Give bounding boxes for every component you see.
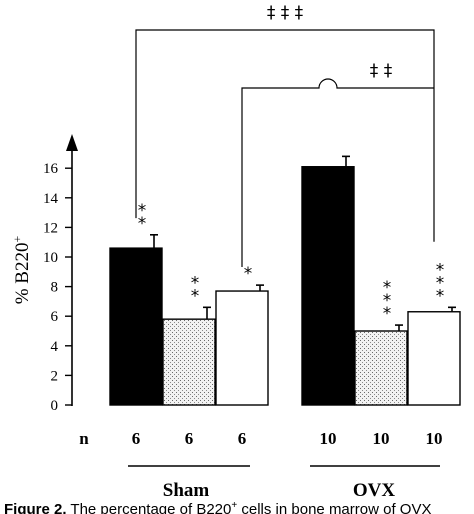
significance-mark: *: [191, 286, 200, 306]
group-label-ovx: OVX: [353, 480, 396, 501]
figure-caption: Figure 2. The percentage of B220+ cells …: [4, 500, 431, 514]
bracket-group: ‡ ‡ ‡ ‡ ‡: [135, 3, 435, 268]
significance-mark: *: [191, 273, 200, 293]
significance-mark: *: [436, 286, 445, 306]
n-value-group: 6 6 6 10 10 10: [132, 429, 443, 448]
bar-ovx-2: [354, 330, 408, 406]
n-value: 10: [426, 429, 443, 448]
caption-sup: +: [231, 500, 237, 511]
n-value: 10: [320, 429, 337, 448]
bar-ovx-3: [407, 311, 461, 406]
caption-text-post: cells in bone marrow of OVX: [237, 501, 431, 514]
y-tick-label: 8: [51, 280, 59, 296]
significance-mark: *: [383, 304, 392, 324]
caption-prefix: Figure 2.: [4, 501, 67, 514]
y-axis-label: % B220+: [10, 236, 33, 305]
significance-mark: *: [383, 291, 392, 311]
significance-mark: *: [436, 273, 445, 293]
y-tick-label: 2: [51, 368, 59, 384]
y-tick-label: 10: [43, 250, 58, 266]
significance-mark: *: [383, 278, 392, 298]
y-tick-group: 0 2 4 6 8 10 12 14 16: [43, 161, 72, 414]
y-tick-label: 16: [43, 161, 59, 177]
bar-sham-1: [109, 247, 163, 406]
y-tick-label: 12: [43, 220, 58, 236]
y-axis-arrow-icon: [66, 134, 78, 151]
significance-mark: *: [436, 260, 445, 280]
n-value: 6: [185, 429, 194, 448]
bracket-inner-label: ‡ ‡: [370, 61, 393, 81]
significance-mark: *: [138, 214, 147, 234]
y-tick-label: 4: [51, 339, 59, 355]
bracket-inner: [241, 78, 434, 268]
n-value: 6: [238, 429, 247, 448]
significance-mark: *: [138, 201, 147, 221]
n-value: 10: [373, 429, 390, 448]
n-value: 6: [132, 429, 141, 448]
significance-mark: *: [244, 264, 253, 284]
bar-sham-3: [215, 290, 269, 406]
y-axis-label-sup: +: [10, 236, 24, 243]
y-axis-label-main: % B220: [12, 243, 33, 305]
group-label-sham: Sham: [163, 480, 210, 501]
bracket-outer: [135, 29, 435, 242]
n-label: n: [79, 429, 89, 448]
bracket-outer-label: ‡ ‡ ‡: [267, 3, 304, 23]
y-tick-label: 6: [51, 309, 59, 325]
y-tick-label: 0: [51, 398, 59, 414]
bar-ovx-1: [301, 166, 355, 406]
bar-group: ***********: [109, 155, 461, 406]
caption-text-pre: The percentage of B220: [67, 501, 232, 514]
y-tick-label: 14: [43, 191, 59, 207]
bar-sham-2: [162, 318, 216, 406]
